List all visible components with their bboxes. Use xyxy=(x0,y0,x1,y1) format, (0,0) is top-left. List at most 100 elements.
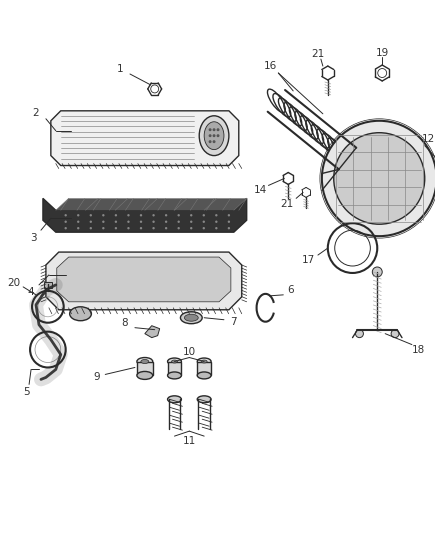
Text: 5: 5 xyxy=(23,387,29,397)
Circle shape xyxy=(127,214,130,216)
Ellipse shape xyxy=(172,360,177,363)
Text: 9: 9 xyxy=(93,373,100,382)
Ellipse shape xyxy=(168,358,181,365)
Circle shape xyxy=(90,221,92,223)
Ellipse shape xyxy=(180,312,202,324)
Circle shape xyxy=(177,227,180,229)
Circle shape xyxy=(102,214,105,216)
Ellipse shape xyxy=(137,372,153,379)
Polygon shape xyxy=(43,198,247,232)
Circle shape xyxy=(391,330,399,337)
Circle shape xyxy=(212,140,215,143)
Ellipse shape xyxy=(201,360,207,363)
Text: 3: 3 xyxy=(30,233,36,243)
Bar xyxy=(44,282,52,288)
Text: 14: 14 xyxy=(254,185,267,196)
Text: 17: 17 xyxy=(301,255,314,265)
Text: 2: 2 xyxy=(33,108,39,118)
Text: 7: 7 xyxy=(230,317,237,327)
Polygon shape xyxy=(56,198,247,211)
Circle shape xyxy=(115,221,117,223)
Circle shape xyxy=(115,227,117,229)
Circle shape xyxy=(140,214,142,216)
Circle shape xyxy=(203,227,205,229)
Circle shape xyxy=(228,214,230,216)
Circle shape xyxy=(208,128,212,131)
Circle shape xyxy=(165,227,167,229)
Circle shape xyxy=(203,221,205,223)
Circle shape xyxy=(228,227,230,229)
Circle shape xyxy=(102,227,105,229)
Circle shape xyxy=(208,134,212,137)
Circle shape xyxy=(102,221,105,223)
Text: 16: 16 xyxy=(264,61,277,71)
Circle shape xyxy=(127,227,130,229)
Bar xyxy=(168,361,181,375)
Circle shape xyxy=(64,227,67,229)
Ellipse shape xyxy=(204,122,224,150)
Circle shape xyxy=(216,134,219,137)
Circle shape xyxy=(152,227,155,229)
Circle shape xyxy=(165,221,167,223)
Text: 20: 20 xyxy=(8,278,21,288)
Ellipse shape xyxy=(197,396,211,403)
Circle shape xyxy=(215,221,218,223)
Circle shape xyxy=(64,221,67,223)
Circle shape xyxy=(212,128,215,131)
Circle shape xyxy=(208,140,212,143)
Text: 18: 18 xyxy=(412,344,425,354)
Ellipse shape xyxy=(197,372,211,379)
Circle shape xyxy=(177,214,180,216)
Circle shape xyxy=(140,227,142,229)
Circle shape xyxy=(190,227,192,229)
Circle shape xyxy=(177,221,180,223)
Text: 8: 8 xyxy=(122,318,128,328)
Text: 12: 12 xyxy=(422,134,435,144)
Polygon shape xyxy=(46,252,242,310)
Circle shape xyxy=(334,133,425,224)
Bar xyxy=(197,361,211,375)
Text: 1: 1 xyxy=(117,64,124,74)
Text: 21: 21 xyxy=(281,199,294,209)
Text: 4: 4 xyxy=(28,287,34,297)
Circle shape xyxy=(152,214,155,216)
Circle shape xyxy=(215,227,218,229)
Circle shape xyxy=(322,121,437,236)
Ellipse shape xyxy=(197,358,211,365)
Circle shape xyxy=(228,221,230,223)
Circle shape xyxy=(216,128,219,131)
Circle shape xyxy=(77,214,79,216)
Circle shape xyxy=(372,267,382,277)
Polygon shape xyxy=(145,326,160,337)
Circle shape xyxy=(90,214,92,216)
Circle shape xyxy=(127,221,130,223)
Text: 6: 6 xyxy=(287,285,293,295)
Bar xyxy=(137,361,153,375)
Circle shape xyxy=(115,214,117,216)
Ellipse shape xyxy=(184,314,198,321)
Circle shape xyxy=(190,214,192,216)
Circle shape xyxy=(77,221,79,223)
Circle shape xyxy=(190,221,192,223)
Polygon shape xyxy=(51,111,239,166)
Ellipse shape xyxy=(168,372,181,379)
Ellipse shape xyxy=(70,307,92,321)
Circle shape xyxy=(356,330,364,337)
Ellipse shape xyxy=(141,360,149,364)
Polygon shape xyxy=(57,257,231,302)
Circle shape xyxy=(203,214,205,216)
Ellipse shape xyxy=(137,358,153,366)
Ellipse shape xyxy=(199,116,229,156)
Circle shape xyxy=(165,214,167,216)
Text: 11: 11 xyxy=(183,436,196,446)
Circle shape xyxy=(212,134,215,137)
Text: 10: 10 xyxy=(183,346,196,357)
Ellipse shape xyxy=(168,396,181,403)
Text: 21: 21 xyxy=(311,49,325,59)
Circle shape xyxy=(90,227,92,229)
Circle shape xyxy=(152,221,155,223)
Text: 19: 19 xyxy=(376,48,389,58)
Circle shape xyxy=(215,214,218,216)
Circle shape xyxy=(77,227,79,229)
Circle shape xyxy=(140,221,142,223)
